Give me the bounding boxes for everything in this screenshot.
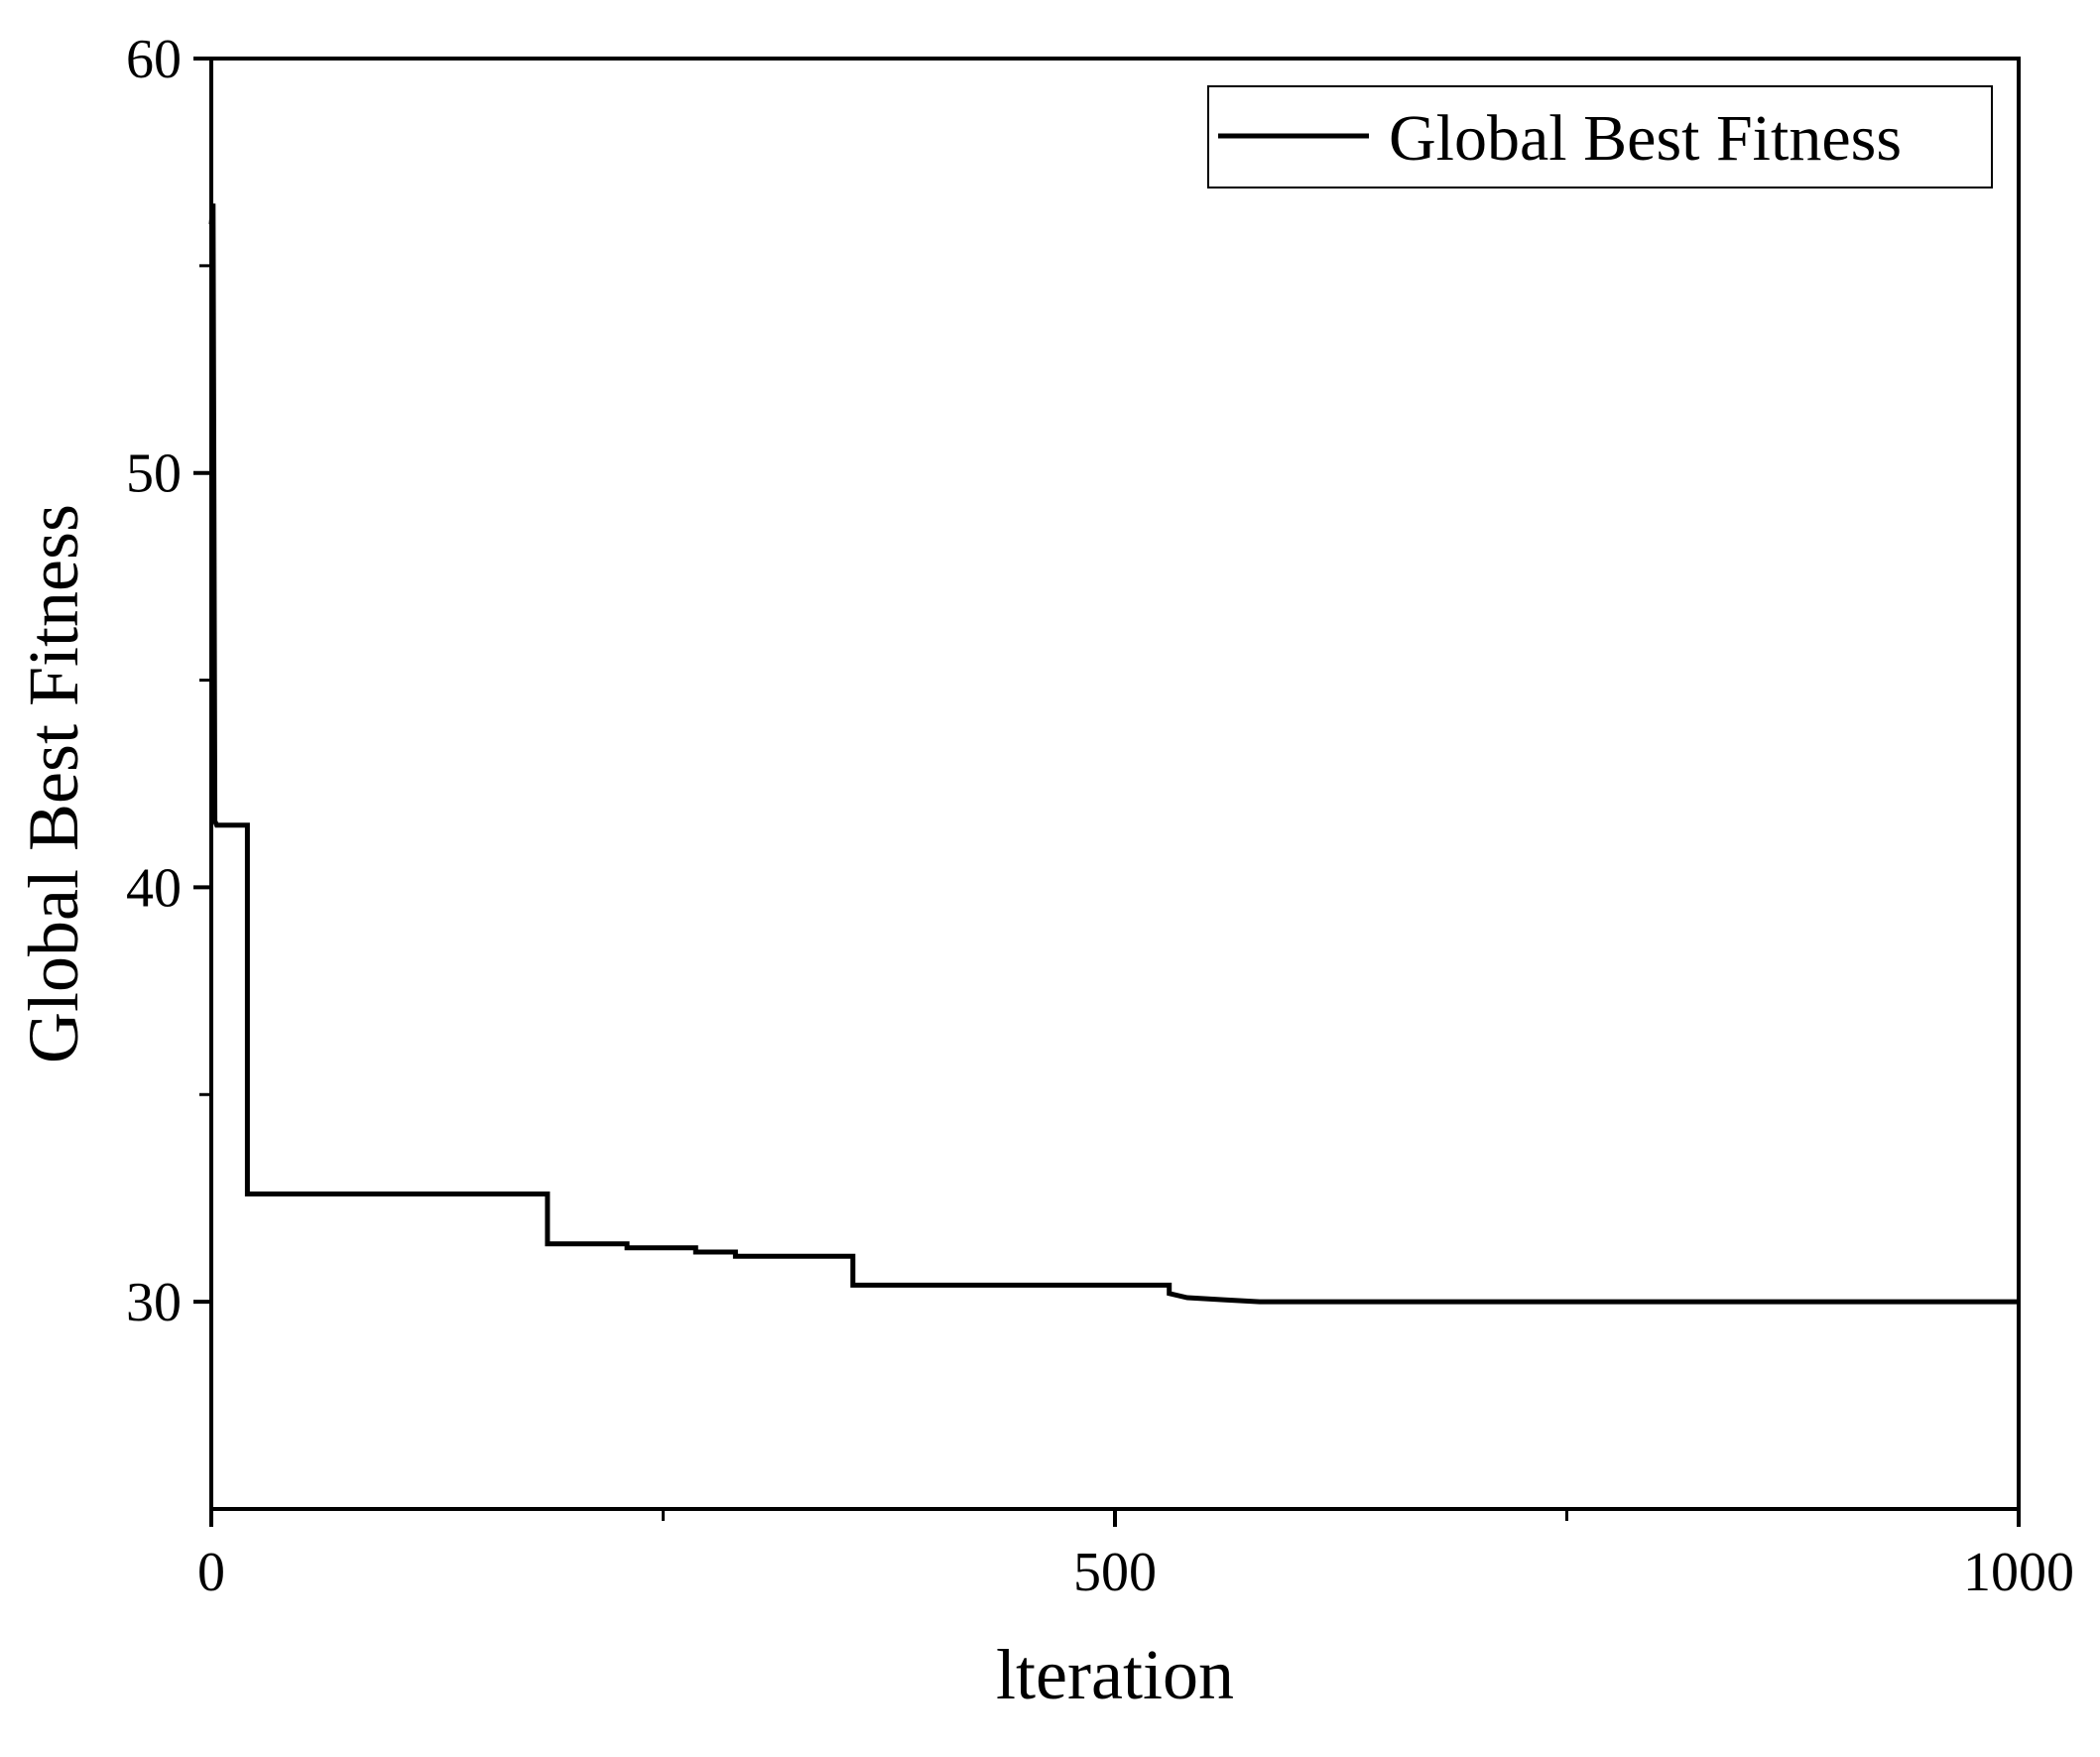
legend-label: Global Best Fitness xyxy=(1389,102,1902,175)
x-tick-label: 500 xyxy=(1073,1542,1157,1603)
legend: Global Best Fitness xyxy=(1207,85,1993,188)
x-axis-ticks: 0 500 1000 xyxy=(197,1509,2074,1603)
x-axis-label: lteration xyxy=(996,1635,1234,1714)
x-tick-label: 0 xyxy=(197,1542,225,1603)
y-axis-ticks: 30 40 50 60 xyxy=(126,29,211,1333)
y-tick-label: 30 xyxy=(126,1272,182,1333)
y-axis-label: Global Best Fitness xyxy=(14,504,93,1064)
y-tick-label: 40 xyxy=(126,857,182,919)
x-tick-label: 1000 xyxy=(1963,1542,2074,1603)
y-tick-label: 60 xyxy=(126,29,182,90)
y-tick-label: 50 xyxy=(126,443,182,505)
series-line-global-best-fitness xyxy=(208,202,2019,1305)
plot-frame xyxy=(209,57,2021,1511)
